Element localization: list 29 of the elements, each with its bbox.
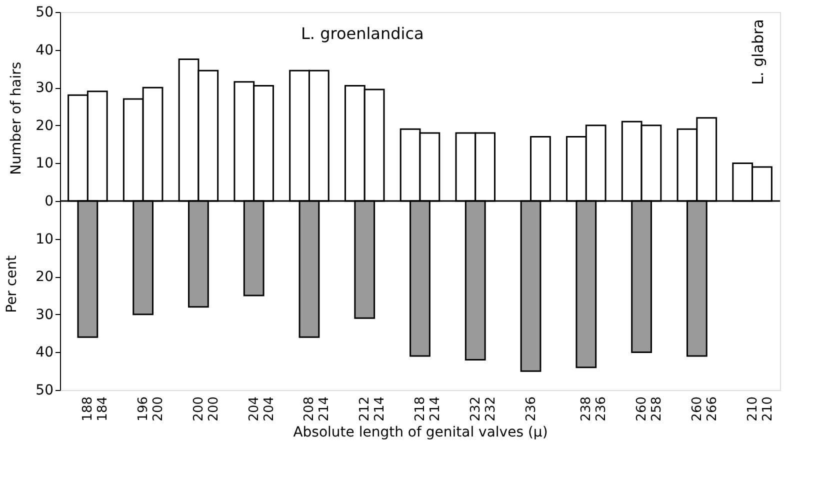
annotation: L. glabra [749, 19, 767, 85]
y-tick-label: 40 [36, 42, 54, 58]
y-tick-label: 30 [36, 306, 54, 323]
x-tick-label: 188 184 [80, 396, 111, 422]
y-tick-label: 50 [36, 382, 54, 398]
y-tick-label: 10 [36, 156, 54, 172]
y-tick-label: 20 [36, 269, 54, 286]
y-tick-label: 40 [36, 344, 54, 361]
x-tick-label: 218 214 [413, 396, 443, 422]
annotation: L. groenlandica [300, 24, 424, 43]
x-tick-label: 260 266 [690, 396, 720, 422]
x-tick-label: 200 200 [191, 396, 222, 422]
x-tick-label: 236 [524, 396, 539, 422]
x-tick-label: 208 214 [302, 396, 332, 422]
x-tick-label: 238 236 [579, 396, 610, 422]
y-tick-label: 0 [44, 194, 54, 210]
x-tick-label: 232 232 [468, 396, 498, 422]
x-tick-label: 204 204 [246, 396, 277, 422]
x-tick-label: 196 200 [136, 396, 166, 422]
y-tick-label: 50 [36, 4, 54, 20]
text: Per cent [4, 254, 20, 313]
x-axis-title: Absolute length of genital valves (μ) [293, 424, 548, 440]
x-tick-label: 210 210 [745, 396, 776, 422]
y-tick-label: 20 [36, 118, 54, 134]
y-axis-title: Number of hairs [8, 62, 25, 175]
x-tick-label: 212 214 [358, 396, 388, 422]
y-tick-label: 30 [36, 80, 54, 96]
x-tick-label: 260 258 [634, 396, 665, 422]
y-tick-label: 10 [36, 231, 54, 248]
